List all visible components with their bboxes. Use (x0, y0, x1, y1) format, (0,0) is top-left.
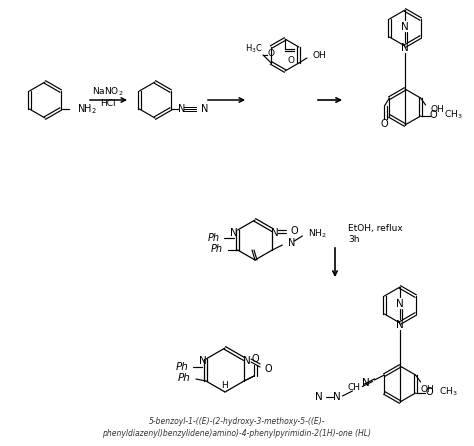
Text: O: O (429, 110, 437, 120)
Text: 5-benzoyl-1-((E)-(2-hydroxy-3-methoxy-5-((E)-: 5-benzoyl-1-((E)-(2-hydroxy-3-methoxy-5-… (149, 417, 325, 426)
Text: N: N (243, 356, 251, 366)
Text: Ph: Ph (208, 233, 219, 243)
Text: N: N (362, 378, 369, 388)
Text: N: N (333, 392, 340, 402)
Text: EtOH, reflux: EtOH, reflux (348, 223, 403, 232)
Text: O: O (267, 49, 274, 58)
Text: O: O (426, 387, 433, 397)
Text: N: N (396, 320, 404, 330)
Text: H: H (222, 380, 228, 389)
Text: 3h: 3h (348, 235, 359, 244)
Text: N: N (401, 22, 409, 32)
Text: NaNO$_2$: NaNO$_2$ (92, 86, 124, 98)
Text: NH$_2$: NH$_2$ (308, 228, 327, 240)
Text: O: O (252, 354, 259, 364)
Text: phenyldiazenyl)benzylidene)amino)-4-phenylpyrimidin-2(1H)-one (HL): phenyldiazenyl)benzylidene)amino)-4-phen… (102, 429, 372, 438)
Text: N: N (401, 43, 409, 53)
Text: N: N (315, 392, 322, 402)
Text: N: N (199, 356, 207, 366)
Text: HCl: HCl (100, 99, 116, 107)
Text: N: N (178, 104, 185, 114)
Text: N: N (230, 228, 237, 238)
Text: OH: OH (430, 106, 444, 115)
Text: NH$_2$: NH$_2$ (77, 102, 97, 116)
Text: N: N (201, 104, 208, 114)
Text: CH$_3$: CH$_3$ (444, 109, 462, 121)
Text: N: N (396, 299, 404, 309)
Text: Ph: Ph (210, 244, 223, 254)
Text: OH: OH (313, 51, 327, 61)
Text: Ph: Ph (178, 373, 191, 383)
Text: H$_3$C: H$_3$C (246, 43, 263, 55)
Text: O: O (290, 226, 298, 236)
Text: Ph: Ph (176, 362, 189, 372)
Text: CH$_3$: CH$_3$ (438, 386, 457, 398)
Text: O: O (264, 364, 272, 374)
Text: OH: OH (420, 384, 434, 393)
Text: N: N (288, 238, 296, 248)
Text: CH: CH (347, 384, 360, 392)
Text: O: O (288, 56, 295, 65)
Text: N: N (272, 228, 279, 238)
Text: O: O (381, 119, 388, 129)
